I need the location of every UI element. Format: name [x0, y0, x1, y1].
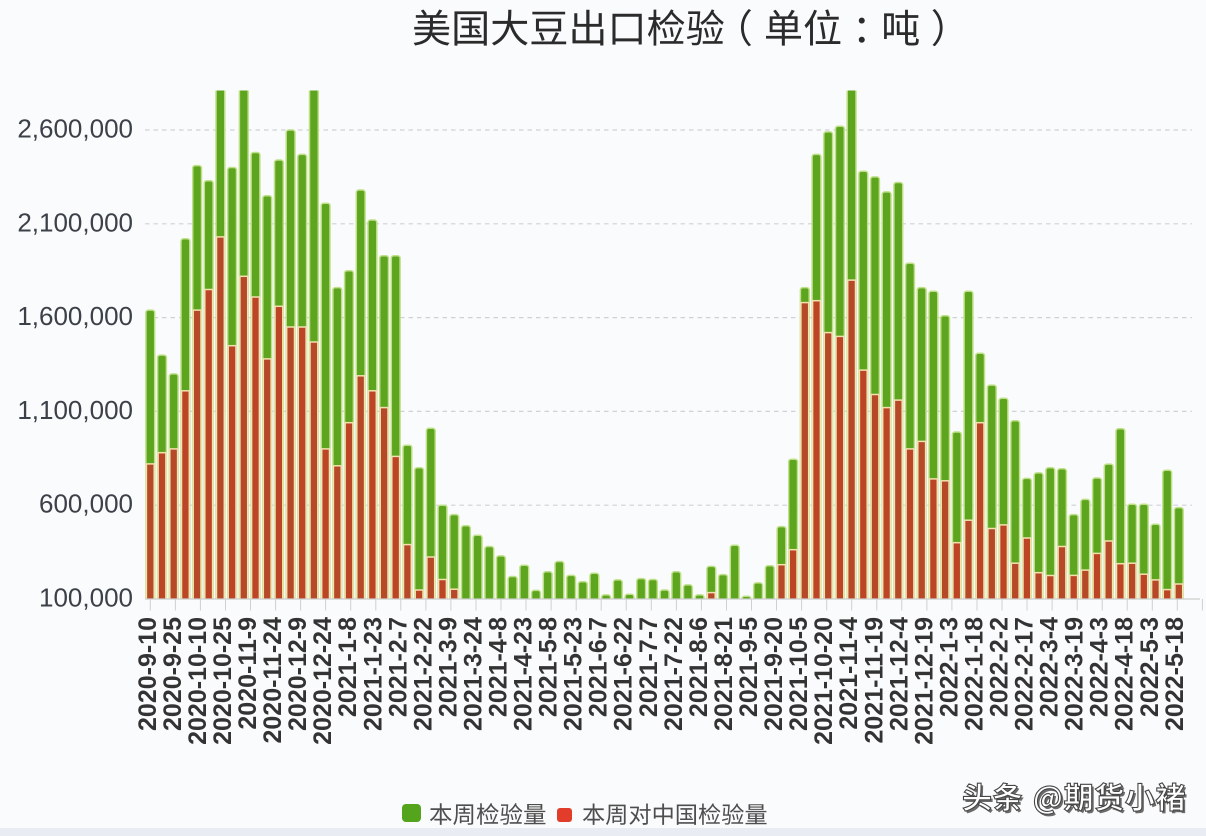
- svg-text:2022-5-18: 2022-5-18: [1161, 617, 1189, 731]
- svg-text:2021-2-7: 2021-2-7: [384, 617, 412, 717]
- svg-text:2021-3-9: 2021-3-9: [434, 617, 462, 717]
- svg-text:2022-2-2: 2022-2-2: [986, 617, 1014, 717]
- svg-text:2021-5-23: 2021-5-23: [560, 617, 588, 731]
- svg-text:2021-4-23: 2021-4-23: [510, 617, 538, 731]
- svg-text:2020-11-9: 2020-11-9: [234, 617, 262, 730]
- svg-text:100,000: 100,000: [39, 583, 133, 613]
- svg-text:1,100,000: 1,100,000: [17, 395, 133, 425]
- svg-text:2021-1-23: 2021-1-23: [359, 617, 387, 731]
- svg-text:2021-8-6: 2021-8-6: [685, 617, 713, 717]
- svg-text:2021-8-21: 2021-8-21: [710, 617, 738, 731]
- svg-text:2021-9-20: 2021-9-20: [760, 617, 788, 731]
- svg-text:2021-11-4: 2021-11-4: [835, 617, 863, 730]
- svg-text:2022-3-19: 2022-3-19: [1061, 617, 1089, 731]
- svg-text:2,600,000: 2,600,000: [17, 114, 133, 144]
- svg-text:2021-6-7: 2021-6-7: [585, 617, 613, 717]
- svg-text:2021-1-8: 2021-1-8: [334, 617, 362, 717]
- svg-text:2021-4-8: 2021-4-8: [485, 617, 513, 717]
- svg-text:2,100,000: 2,100,000: [17, 207, 133, 237]
- svg-text:2022-1-18: 2022-1-18: [961, 617, 989, 731]
- svg-text:2020-9-10: 2020-9-10: [134, 617, 162, 731]
- svg-text:2020-12-9: 2020-12-9: [284, 617, 312, 731]
- svg-text:2021-7-22: 2021-7-22: [660, 617, 688, 731]
- svg-text:2021-12-4: 2021-12-4: [885, 617, 913, 731]
- svg-text:2020-11-24: 2020-11-24: [259, 617, 287, 744]
- svg-text:2020-10-10: 2020-10-10: [184, 617, 212, 745]
- svg-text:2021-9-5: 2021-9-5: [735, 617, 763, 717]
- svg-text:2021-5-8: 2021-5-8: [535, 617, 563, 717]
- svg-text:2021-10-5: 2021-10-5: [785, 617, 813, 731]
- svg-text:2021-7-7: 2021-7-7: [635, 617, 663, 717]
- svg-text:2022-1-3: 2022-1-3: [935, 617, 963, 717]
- svg-text:2020-12-24: 2020-12-24: [309, 617, 337, 745]
- svg-text:2021-12-19: 2021-12-19: [910, 617, 938, 745]
- svg-text:2021-2-22: 2021-2-22: [409, 617, 437, 731]
- svg-text:2020-10-25: 2020-10-25: [209, 617, 237, 745]
- svg-text:2021-10-20: 2021-10-20: [810, 617, 838, 745]
- svg-text:2021-3-24: 2021-3-24: [460, 617, 488, 731]
- svg-text:2022-2-17: 2022-2-17: [1011, 617, 1039, 731]
- svg-text:2022-5-3: 2022-5-3: [1136, 617, 1164, 717]
- svg-text:1,600,000: 1,600,000: [17, 301, 133, 331]
- svg-text:2020-9-25: 2020-9-25: [159, 617, 187, 731]
- svg-text:2022-4-18: 2022-4-18: [1111, 617, 1139, 731]
- svg-text:2022-3-4: 2022-3-4: [1036, 617, 1064, 717]
- svg-text:600,000: 600,000: [39, 489, 133, 519]
- svg-text:2021-11-19: 2021-11-19: [860, 617, 888, 744]
- svg-text:2021-6-22: 2021-6-22: [610, 617, 638, 731]
- svg-text:2022-4-3: 2022-4-3: [1086, 617, 1114, 717]
